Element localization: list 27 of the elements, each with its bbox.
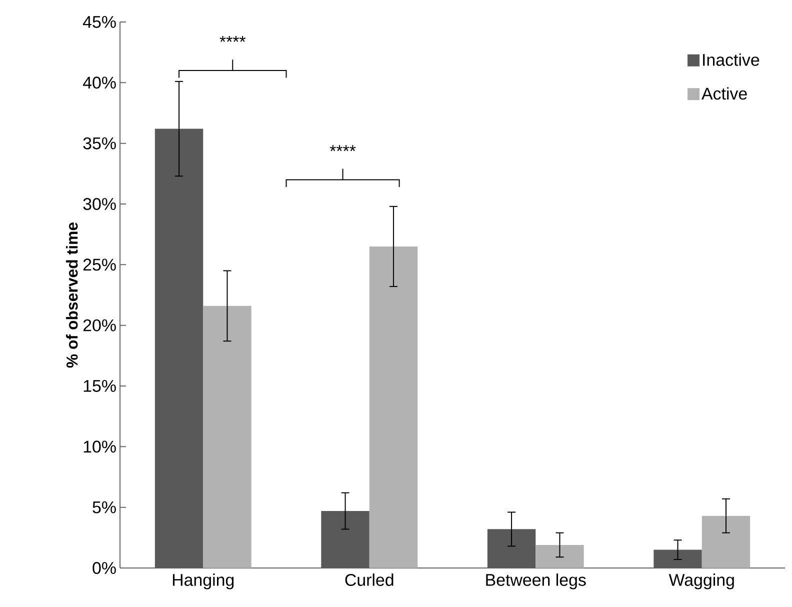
x-tick-label: Between legs: [486, 574, 586, 590]
bar: [203, 306, 252, 568]
y-tick-label: 15%: [84, 380, 116, 392]
bar: [702, 516, 750, 568]
bar: [154, 128, 204, 568]
y-tick-label: 45%: [82, 16, 116, 28]
bar: [536, 544, 584, 568]
x-tick-label: Curled: [345, 574, 394, 586]
bar: [487, 529, 536, 568]
y-tick-label: 35%: [83, 137, 116, 150]
y-axis-title: % of observed time: [66, 222, 78, 368]
y-tick-label: 20%: [83, 319, 116, 332]
legend-label: Active: [702, 87, 747, 100]
y-tick-label: 30%: [83, 198, 116, 210]
bar: [369, 246, 418, 568]
annotation: ****: [330, 145, 356, 152]
y-tick-label: 10%: [84, 440, 116, 453]
y-tick-label: 0%: [92, 562, 116, 574]
x-tick-label: Wagging: [668, 574, 734, 590]
legend-label: Inactive: [703, 53, 760, 66]
y-tick-label: 25%: [83, 258, 116, 271]
bar: [321, 510, 370, 568]
annotation: ****: [220, 36, 246, 42]
x-tick-label: Hanging: [172, 574, 234, 590]
y-tick-label: 5%: [92, 501, 116, 514]
bar: [654, 550, 702, 568]
y-tick-label: 40%: [82, 76, 116, 89]
